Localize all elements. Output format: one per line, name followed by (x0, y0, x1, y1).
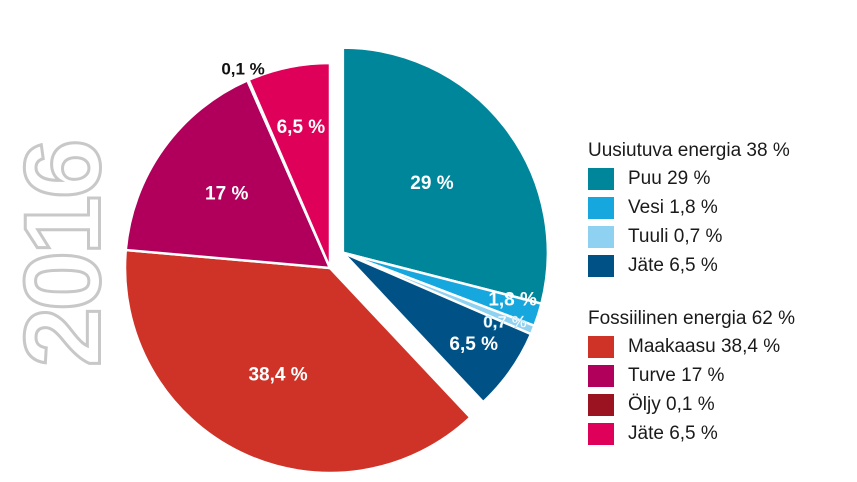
pie-value-label-maakaasu-4: 38,4 % (248, 364, 307, 385)
pie-value-label-jate-3: 6,5 % (449, 334, 498, 355)
legend-item-turve: Turve 17 % (588, 361, 853, 390)
legend-item-jate-fossil: Jäte 6,5 % (588, 419, 853, 448)
pie-slice-maakaasu-4 (123, 248, 472, 475)
legend-group-title: Fossiilinen energia 62 % (588, 308, 796, 329)
legend-item-label: Jäte 6,5 % (628, 422, 718, 444)
legend-swatch (588, 167, 614, 190)
legend-swatch (588, 393, 614, 416)
legend-item-label: Vesi 1,8 % (628, 196, 718, 218)
pie-slice-jate-3 (341, 251, 533, 404)
legend-item-label: Turve 17 % (628, 364, 725, 386)
legend-item-label: Puu 29 % (628, 167, 711, 189)
legend-item-maakaasu: Maakaasu 38,4 % (588, 332, 853, 361)
pie-value-label-vesi-1: 1,8 % (488, 290, 537, 311)
year-label-text: 2016 (12, 142, 112, 367)
pie-value-label-jate-7: 6,5 % (277, 117, 326, 138)
legend-swatch (588, 335, 614, 358)
legend-swatch (588, 422, 614, 445)
legend: Uusiutuva energia 38 % Puu 29 % Vesi 1,8… (588, 138, 853, 448)
legend-swatch (588, 364, 614, 387)
pie-slice-turve-5 (124, 79, 332, 270)
legend-item-vesi: Vesi 1,8 % (588, 193, 853, 222)
pie-slice-puu-0 (341, 46, 550, 305)
legend-swatch (588, 196, 614, 219)
legend-group-fossil: Fossiilinen energia 62 % Maakaasu 38,4 %… (588, 306, 853, 448)
legend-group-title: Uusiutuva energia 38 % (588, 140, 790, 161)
legend-item-label: Tuuli 0,7 % (628, 225, 723, 247)
pie-value-label-tuuli-2: 0,7 % (483, 312, 526, 331)
pie-value-label-oljy-6: 0,1 % (221, 59, 264, 78)
legend-swatch (588, 225, 614, 248)
legend-item-puu: Puu 29 % (588, 164, 853, 193)
legend-item-tuuli: Tuuli 0,7 % (588, 222, 853, 251)
pie-value-labels: 29 % 1,8 %0,7 % 6,5 % 38,4 % 17 % 0,1 % 6,5 % (205, 59, 537, 385)
legend-item-label: Maakaasu 38,4 % (628, 335, 781, 357)
legend-item-label: Jäte 6,5 % (628, 254, 718, 276)
year-label: 2016 (12, 140, 112, 368)
pie-value-label-puu-0: 29 % (410, 173, 453, 194)
pie-slice-jate-7 (247, 61, 332, 270)
pie-slices (123, 46, 550, 475)
legend-item-jate-renewable: Jäte 6,5 % (588, 251, 853, 280)
legend-swatch (588, 254, 614, 277)
legend-item-label: Öljy 0,1 % (628, 393, 715, 415)
legend-item-oljy: Öljy 0,1 % (588, 390, 853, 419)
legend-group-renewable: Uusiutuva energia 38 % Puu 29 % Vesi 1,8… (588, 138, 853, 280)
pie-value-label-turve-5: 17 % (205, 183, 248, 204)
